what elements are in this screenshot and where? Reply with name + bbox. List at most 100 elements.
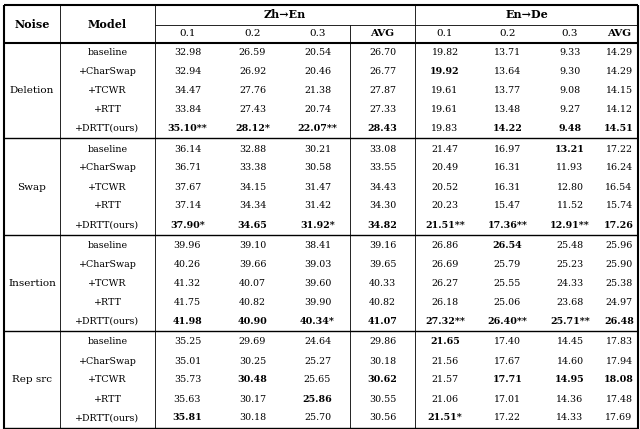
Text: 0.1: 0.1 xyxy=(179,30,196,39)
Text: 30.17: 30.17 xyxy=(239,395,266,404)
Text: 25.79: 25.79 xyxy=(494,260,521,269)
Text: 16.97: 16.97 xyxy=(494,145,521,154)
Text: 30.56: 30.56 xyxy=(369,414,396,423)
Text: 23.68: 23.68 xyxy=(556,298,584,307)
Text: 17.69: 17.69 xyxy=(605,414,632,423)
Text: 16.31: 16.31 xyxy=(494,182,521,191)
Text: 33.38: 33.38 xyxy=(239,163,266,172)
Text: 40.26: 40.26 xyxy=(174,260,201,269)
Text: 29.69: 29.69 xyxy=(239,338,266,347)
Text: 13.77: 13.77 xyxy=(494,86,521,95)
Text: 9.08: 9.08 xyxy=(559,86,580,95)
Text: 27.76: 27.76 xyxy=(239,86,266,95)
Text: Rep src: Rep src xyxy=(12,375,52,384)
Text: +DRTT(ours): +DRTT(ours) xyxy=(76,317,140,326)
Text: 25.55: 25.55 xyxy=(494,279,521,288)
Text: 20.74: 20.74 xyxy=(304,105,331,114)
Text: 40.07: 40.07 xyxy=(239,279,266,288)
Text: 27.32**: 27.32** xyxy=(425,317,465,326)
Text: 26.70: 26.70 xyxy=(369,48,396,57)
Text: 13.64: 13.64 xyxy=(494,67,521,76)
Text: Insertion: Insertion xyxy=(8,279,56,288)
Text: 33.55: 33.55 xyxy=(369,163,396,172)
Text: 13.48: 13.48 xyxy=(494,105,521,114)
Text: 14.29: 14.29 xyxy=(605,67,632,76)
Text: 0.3: 0.3 xyxy=(309,30,326,39)
Text: 15.74: 15.74 xyxy=(605,202,632,211)
Text: 21.06: 21.06 xyxy=(431,395,459,404)
Text: 14.22: 14.22 xyxy=(493,124,522,133)
Text: 25.23: 25.23 xyxy=(556,260,584,269)
Text: 9.48: 9.48 xyxy=(559,124,582,133)
Text: 34.34: 34.34 xyxy=(239,202,266,211)
Text: 38.41: 38.41 xyxy=(304,241,331,250)
Text: 41.32: 41.32 xyxy=(174,279,201,288)
Text: +RTT: +RTT xyxy=(93,298,122,307)
Text: 13.21: 13.21 xyxy=(555,145,585,154)
Text: 21.57: 21.57 xyxy=(431,375,459,384)
Text: 15.47: 15.47 xyxy=(494,202,521,211)
Text: 39.60: 39.60 xyxy=(304,279,331,288)
Text: 14.36: 14.36 xyxy=(556,395,584,404)
Text: 24.33: 24.33 xyxy=(556,279,584,288)
Text: baseline: baseline xyxy=(88,48,127,57)
Text: +DRTT(ours): +DRTT(ours) xyxy=(76,124,140,133)
Text: 40.34*: 40.34* xyxy=(300,317,335,326)
Text: 21.65: 21.65 xyxy=(430,338,460,347)
Text: Deletion: Deletion xyxy=(10,86,54,95)
Text: 20.46: 20.46 xyxy=(304,67,331,76)
Text: 24.64: 24.64 xyxy=(304,338,331,347)
Text: 26.54: 26.54 xyxy=(493,241,522,250)
Text: 20.54: 20.54 xyxy=(304,48,331,57)
Text: 11.52: 11.52 xyxy=(556,202,584,211)
Text: 17.94: 17.94 xyxy=(605,356,632,366)
Text: 26.40**: 26.40** xyxy=(488,317,527,326)
Text: 16.31: 16.31 xyxy=(494,163,521,172)
Text: 24.97: 24.97 xyxy=(605,298,632,307)
Text: baseline: baseline xyxy=(88,241,127,250)
Text: 17.01: 17.01 xyxy=(494,395,521,404)
Text: 12.80: 12.80 xyxy=(557,182,584,191)
Text: 19.61: 19.61 xyxy=(431,105,459,114)
Text: 25.27: 25.27 xyxy=(304,356,331,366)
Text: +RTT: +RTT xyxy=(93,105,122,114)
Text: 25.06: 25.06 xyxy=(494,298,521,307)
Text: AVG: AVG xyxy=(371,30,395,39)
Text: 14.29: 14.29 xyxy=(605,48,632,57)
Text: +TCWR: +TCWR xyxy=(88,182,127,191)
Text: 27.87: 27.87 xyxy=(369,86,396,95)
Text: 34.82: 34.82 xyxy=(367,221,397,230)
Text: 26.18: 26.18 xyxy=(431,298,459,307)
Text: 41.07: 41.07 xyxy=(367,317,397,326)
Text: 32.98: 32.98 xyxy=(174,48,201,57)
Text: 30.25: 30.25 xyxy=(239,356,266,366)
Text: 0.2: 0.2 xyxy=(499,30,516,39)
Text: 30.18: 30.18 xyxy=(369,356,396,366)
Text: 34.47: 34.47 xyxy=(174,86,201,95)
Text: 25.71**: 25.71** xyxy=(550,317,590,326)
Text: 26.86: 26.86 xyxy=(431,241,459,250)
Text: 34.30: 34.30 xyxy=(369,202,396,211)
Text: 14.15: 14.15 xyxy=(605,86,632,95)
Text: +DRTT(ours): +DRTT(ours) xyxy=(76,221,140,230)
Text: 21.47: 21.47 xyxy=(431,145,458,154)
Text: 39.66: 39.66 xyxy=(239,260,266,269)
Text: 31.92*: 31.92* xyxy=(300,221,335,230)
Text: +TCWR: +TCWR xyxy=(88,375,127,384)
Text: 34.43: 34.43 xyxy=(369,182,396,191)
Text: 39.03: 39.03 xyxy=(304,260,331,269)
Text: 41.75: 41.75 xyxy=(174,298,201,307)
Text: 14.51: 14.51 xyxy=(604,124,634,133)
Text: 30.55: 30.55 xyxy=(369,395,396,404)
Text: 26.77: 26.77 xyxy=(369,67,396,76)
Text: 17.83: 17.83 xyxy=(605,338,632,347)
Text: 25.65: 25.65 xyxy=(304,375,331,384)
Text: 9.27: 9.27 xyxy=(559,105,580,114)
Text: 39.65: 39.65 xyxy=(369,260,396,269)
Text: Model: Model xyxy=(88,18,127,30)
Text: 33.84: 33.84 xyxy=(174,105,201,114)
Text: 22.07**: 22.07** xyxy=(298,124,337,133)
Text: 26.48: 26.48 xyxy=(604,317,634,326)
Text: 31.42: 31.42 xyxy=(304,202,331,211)
Text: 27.33: 27.33 xyxy=(369,105,396,114)
